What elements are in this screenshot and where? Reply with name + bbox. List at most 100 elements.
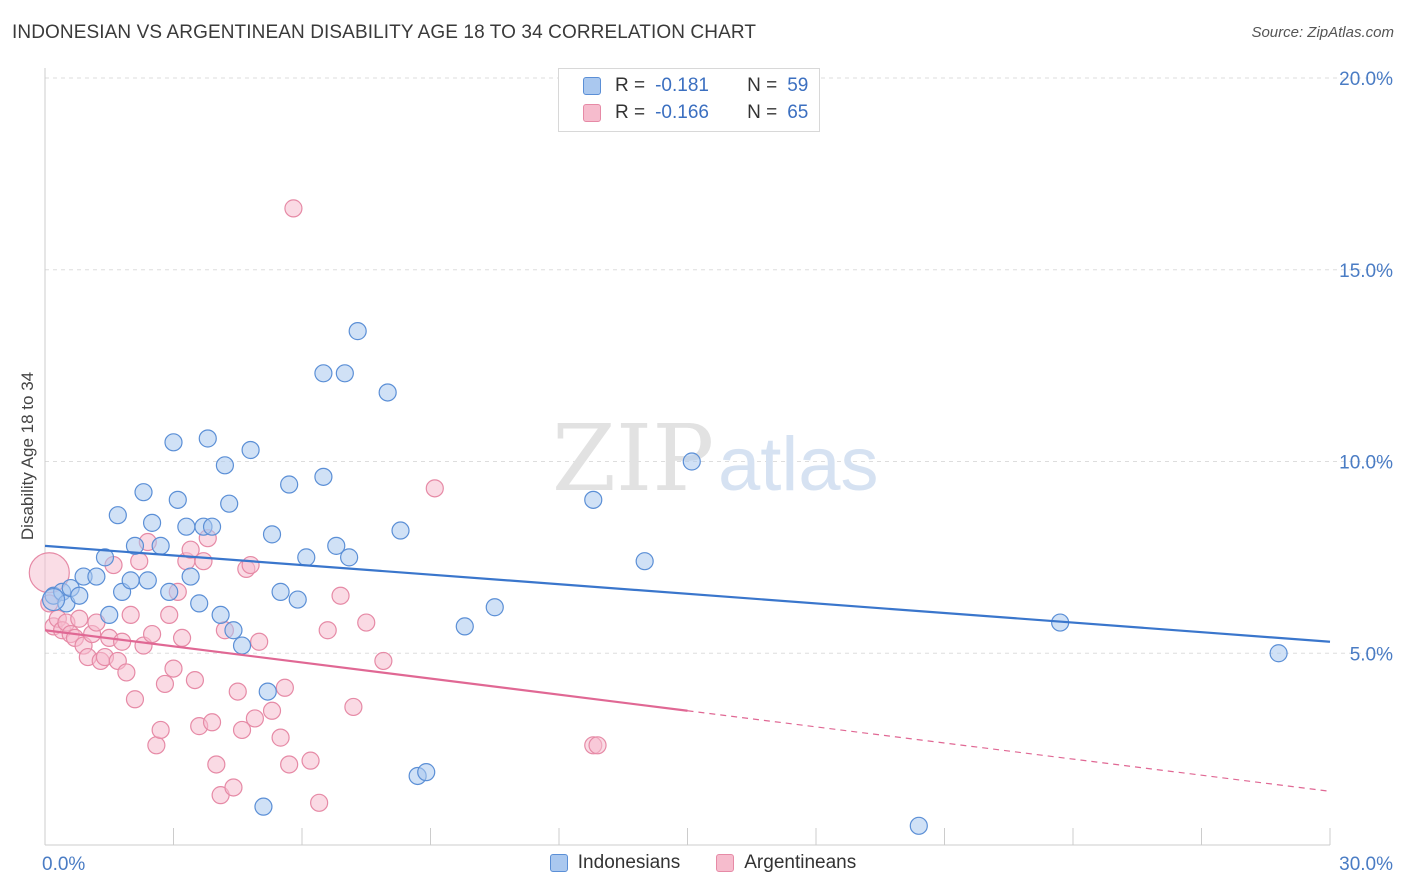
chart-title: INDONESIAN VS ARGENTINEAN DISABILITY AGE… — [12, 22, 757, 43]
legend-n-label: N = — [747, 75, 778, 96]
indonesians-point — [635, 552, 654, 571]
legend-item-argentineans: Argentineans — [716, 852, 856, 874]
indonesians-point — [280, 475, 299, 494]
argentineans-point — [588, 736, 607, 755]
argentineans-point — [318, 621, 337, 640]
indonesians-point — [160, 582, 179, 601]
indonesians-point — [262, 525, 282, 544]
indonesians-point — [202, 517, 222, 536]
indonesians-point — [391, 521, 410, 540]
argentineans-point — [142, 624, 162, 644]
indonesians-point — [314, 467, 333, 486]
argentineans-point — [147, 736, 166, 755]
indonesians-point — [125, 536, 145, 555]
argentineans-point — [121, 605, 140, 625]
argentineans-point — [262, 701, 282, 720]
argentineans-point — [310, 793, 329, 812]
indonesians-point — [340, 548, 359, 567]
indonesians-point — [254, 797, 273, 816]
indonesians-point — [108, 506, 127, 525]
argentineans-point — [202, 713, 222, 732]
indonesians-point — [142, 513, 162, 532]
argentineans-point — [374, 651, 393, 671]
indonesians-point — [682, 452, 701, 471]
indonesians-point — [190, 594, 209, 613]
indonesians-point — [288, 590, 307, 609]
legend-n-value: 59 — [787, 75, 809, 96]
indonesians-swatch — [583, 77, 601, 95]
indonesians-point — [271, 582, 290, 601]
argentineans-point — [155, 674, 175, 694]
argentineans-point — [280, 755, 299, 774]
argentineans-trend-extension — [687, 710, 1331, 792]
indonesians-point — [232, 636, 252, 655]
indonesians-point — [151, 536, 170, 555]
indonesians-point — [1269, 644, 1288, 663]
argentineans-point — [245, 709, 264, 728]
argentineans-point — [130, 552, 149, 571]
series-legend: Indonesians Argentineans — [0, 852, 1406, 874]
indonesians-point — [168, 490, 187, 509]
legend-label-argentineans: Argentineans — [744, 852, 857, 873]
indonesians-point — [485, 598, 504, 617]
indonesians-point — [297, 548, 316, 567]
tick-labels: 5.0% 10.0% 15.0% 20.0% 0.0% 30.0% — [42, 69, 1393, 875]
argentineans-point — [250, 632, 269, 651]
argentineans-point — [181, 540, 200, 559]
argentineans-point — [271, 728, 290, 747]
legend-label-indonesians: Indonesians — [577, 852, 681, 873]
watermark-atlas: atlas — [718, 422, 879, 507]
argentineans-point — [425, 479, 444, 498]
argentineans-point — [284, 199, 303, 218]
indonesians-point — [584, 490, 603, 509]
argentineans-point — [331, 586, 350, 605]
correlation-legend: R = -0.181 N = 59 R = -0.166 N = 65 — [558, 68, 820, 132]
argentineans-point — [357, 613, 376, 632]
source-label: Source: ZipAtlas.com — [1251, 24, 1394, 41]
argentineans-point — [185, 670, 205, 690]
argentineans-point — [241, 555, 260, 575]
indonesians-points — [41, 322, 1288, 835]
y-tick-label: 5.0% — [1350, 644, 1393, 665]
argentineans-point — [275, 678, 294, 697]
indonesians-point — [224, 621, 243, 640]
argentineans-point — [151, 720, 170, 740]
legend-r-label: R = — [615, 102, 646, 123]
indonesians-point — [220, 494, 239, 513]
indonesians-point — [327, 536, 346, 555]
argentineans-point — [172, 628, 192, 648]
indonesians-point — [211, 605, 230, 625]
indonesians-point-large — [41, 587, 66, 612]
legend-r-value: -0.166 — [655, 102, 709, 123]
argentineans-point — [207, 755, 226, 774]
argentineans-point — [232, 720, 252, 740]
indonesians-point — [198, 429, 217, 448]
argentineans-points — [28, 199, 607, 812]
indonesians-point — [121, 571, 140, 590]
argentineans-point — [125, 690, 145, 709]
argentineans-point — [228, 682, 247, 701]
indonesians-point — [909, 816, 928, 835]
indonesians-point — [314, 364, 333, 383]
indonesians-point — [215, 456, 234, 475]
indonesians-point — [348, 322, 367, 341]
indonesians-point — [378, 383, 397, 402]
trend-lines — [44, 544, 1331, 792]
argentineans-point — [224, 778, 243, 797]
argentineans-point — [117, 663, 136, 682]
indonesians-point — [335, 364, 354, 383]
indonesians-point — [70, 586, 89, 605]
argentineans-point — [301, 751, 320, 770]
x-tick-label: 30.0% — [1339, 854, 1393, 875]
argentineans-swatch — [716, 854, 735, 872]
indonesians-trend-line — [44, 544, 1331, 643]
watermark: ZIP atlas — [552, 405, 879, 512]
indonesians-point — [241, 440, 260, 460]
indonesians-point — [455, 617, 474, 636]
legend-row-argentineans: R = -0.166 N = 65 — [583, 100, 808, 126]
argentineans-point — [160, 605, 179, 625]
indonesians-point — [164, 433, 183, 452]
legend-row-indonesians: R = -0.181 N = 59 — [583, 73, 808, 99]
x-tick-label: 0.0% — [42, 854, 85, 875]
